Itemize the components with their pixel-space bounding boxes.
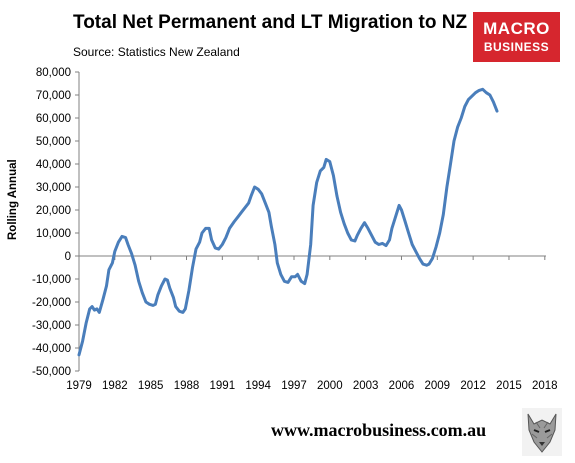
y-tick-label: 30,000 [36,182,71,194]
x-tick-label: 2015 [496,380,522,392]
y-tick-label: 50,000 [36,136,71,148]
macrobusiness-logo: MACRO BUSINESS [473,12,560,62]
y-tick-label: 70,000 [36,90,71,102]
x-tick-label: 1997 [281,380,307,392]
x-tick-label: 2000 [317,380,343,392]
y-tick-label: 20,000 [36,205,71,217]
y-tick-label: -50,000 [32,366,71,378]
y-tick-label: 80,000 [36,67,71,79]
x-tick-label: 1988 [174,380,200,392]
website-url: www.macrobusiness.com.au [271,420,487,440]
y-tick-label: 10,000 [36,228,71,240]
series-line [77,87,499,357]
y-tick-label: -30,000 [32,320,71,332]
y-tick-label: 40,000 [36,159,71,171]
logo-line-2: BUSINESS [483,40,550,54]
x-tick-label: 1979 [66,380,92,392]
x-tick-label: 1985 [138,380,164,392]
y-tick-label: -20,000 [32,297,71,309]
x-tick-label: 1991 [210,380,236,392]
x-tick-label: 2018 [532,380,558,392]
wolf-icon [522,408,562,456]
source-note: Source: Statistics New Zealand [73,45,240,59]
y-tick-label: -10,000 [32,274,71,286]
y-tick-label: -40,000 [32,343,71,355]
logo-line-1: MACRO [483,19,550,38]
x-tick-label: 2009 [425,380,451,392]
y-tick-label: 60,000 [36,113,71,125]
x-tick-label: 2012 [460,380,486,392]
chart-title: Total Net Permanent and LT Migration to … [73,12,468,33]
x-tick-label: 2003 [353,380,379,392]
x-tick-label: 2006 [389,380,415,392]
x-tick-label: 1982 [102,380,128,392]
y-tick-label: 0 [65,251,71,263]
x-tick-label: 1994 [245,380,271,392]
